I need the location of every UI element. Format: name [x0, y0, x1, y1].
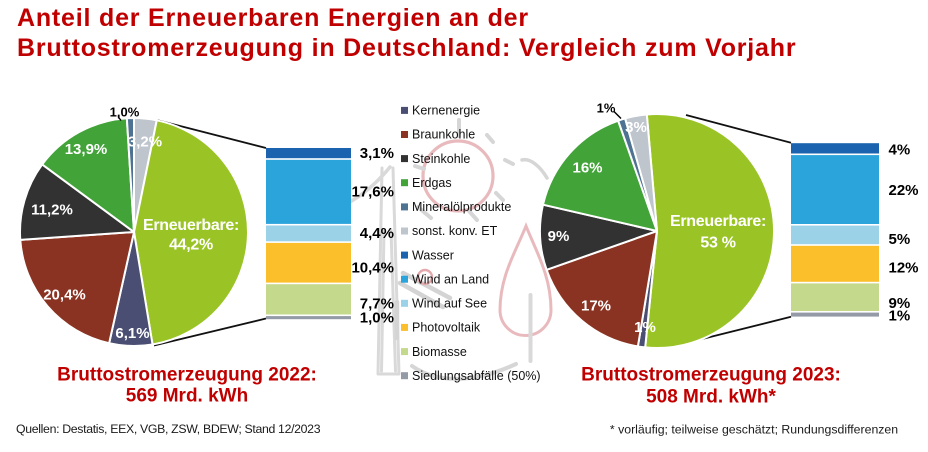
svg-text:Quellen: Destatis, EEX, VGB, Z: Quellen: Destatis, EEX, VGB, ZSW, BDEW; … [16, 422, 321, 436]
svg-text:4%: 4% [889, 142, 911, 159]
svg-text:Siedlungsabfälle (50%): Siedlungsabfälle (50%) [412, 369, 541, 383]
svg-text:Bruttostromerzeugung 2022:: Bruttostromerzeugung 2022: [57, 365, 317, 386]
svg-text:16%: 16% [572, 160, 602, 177]
svg-text:9%: 9% [548, 228, 570, 245]
svg-text:508 Mrd. kWh*: 508 Mrd. kWh* [646, 387, 776, 408]
svg-text:9%: 9% [889, 295, 911, 312]
svg-text:Bruttostromerzeugung in Deutsc: Bruttostromerzeugung in Deutschland: Ver… [17, 34, 796, 62]
svg-text:4,4%: 4,4% [360, 225, 394, 242]
svg-text:sonst. konv. ET: sonst. konv. ET [412, 224, 498, 238]
svg-text:3%: 3% [625, 119, 647, 136]
svg-text:Photovoltaik: Photovoltaik [412, 321, 481, 335]
svg-text:1,0%: 1,0% [360, 310, 394, 327]
svg-text:3,1%: 3,1% [360, 145, 394, 162]
svg-text:Mineralölprodukte: Mineralölprodukte [412, 200, 511, 214]
svg-text:1,0%: 1,0% [110, 105, 140, 120]
svg-text:* vorläufig; teilweise geschät: * vorläufig; teilweise geschätzt; Rundun… [610, 423, 898, 437]
svg-text:5%: 5% [889, 231, 911, 248]
svg-text:1%: 1% [597, 100, 616, 115]
svg-text:Wind auf See: Wind auf See [412, 297, 487, 311]
svg-text:Erdgas: Erdgas [412, 176, 452, 190]
svg-text:Wind an Land: Wind an Land [412, 272, 489, 286]
svg-text:1%: 1% [889, 308, 911, 325]
svg-text:Anteil der Erneuerbaren Energi: Anteil der Erneuerbaren Energien an der [17, 4, 529, 32]
svg-text:Biomasse: Biomasse [412, 345, 467, 359]
svg-text:3,2%: 3,2% [128, 134, 162, 151]
svg-text:Erneuerbare:: Erneuerbare: [670, 213, 766, 230]
svg-text:44,2%: 44,2% [169, 237, 213, 254]
svg-text:Kernenergie: Kernenergie [412, 104, 480, 118]
svg-text:17%: 17% [581, 297, 611, 314]
svg-text:13,9%: 13,9% [65, 141, 108, 158]
svg-text:11,2%: 11,2% [31, 202, 73, 219]
svg-text:Erneuerbare:: Erneuerbare: [143, 217, 239, 234]
svg-text:10,4%: 10,4% [351, 260, 394, 277]
svg-text:53 %: 53 % [700, 235, 735, 252]
svg-text:Braunkohle: Braunkohle [412, 128, 475, 142]
svg-text:20,4%: 20,4% [43, 287, 86, 304]
svg-text:6,1%: 6,1% [115, 325, 149, 342]
svg-text:7,7%: 7,7% [360, 296, 394, 313]
svg-text:Steinkohle: Steinkohle [412, 152, 470, 166]
svg-text:569 Mrd. kWh: 569 Mrd. kWh [126, 386, 248, 407]
svg-text:17,6%: 17,6% [351, 184, 394, 201]
svg-text:1%: 1% [634, 319, 656, 336]
svg-text:Bruttostromerzeugung 2023:: Bruttostromerzeugung 2023: [581, 365, 841, 386]
svg-text:12%: 12% [889, 260, 919, 277]
svg-text:22%: 22% [889, 182, 919, 199]
svg-text:Wasser: Wasser [412, 248, 454, 262]
